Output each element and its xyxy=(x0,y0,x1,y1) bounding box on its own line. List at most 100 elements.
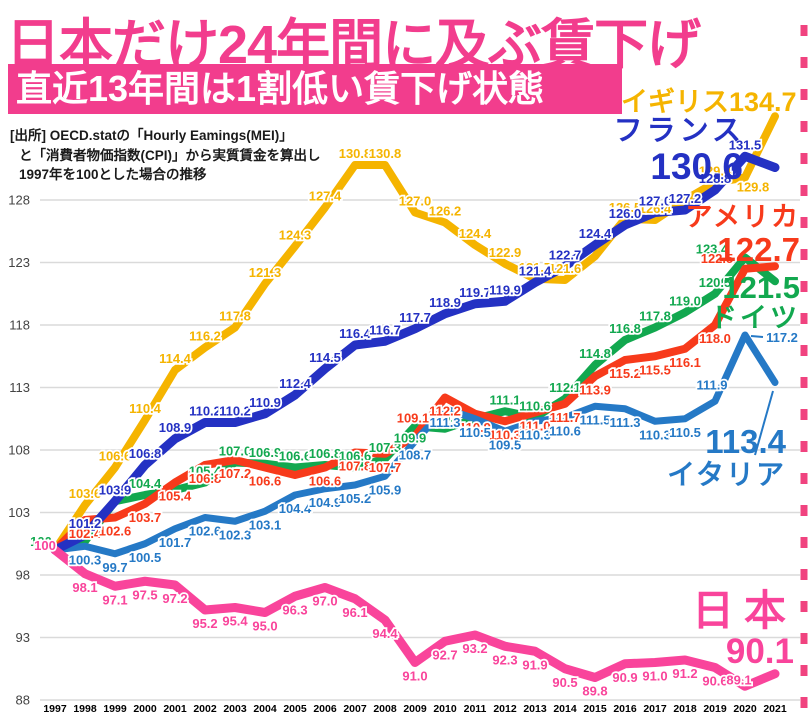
svg-text:90.5: 90.5 xyxy=(552,675,577,690)
svg-text:107.0: 107.0 xyxy=(219,444,252,459)
svg-text:105.4: 105.4 xyxy=(189,464,222,479)
svg-text:96.1: 96.1 xyxy=(342,605,367,620)
svg-text:131.5: 131.5 xyxy=(729,137,762,152)
svg-text:106.8: 106.8 xyxy=(189,471,222,486)
source-line-2: と「消費者物価指数(CPI)」から実質賃金を算出し xyxy=(19,147,321,163)
france-final-value: 130.6 xyxy=(650,146,743,188)
svg-text:127.2: 127.2 xyxy=(669,191,702,206)
series-line-日本 xyxy=(50,545,780,691)
subtitle-banner: 直近13年間は1割低い賃下げ状態 xyxy=(8,64,622,114)
svg-text:124.4: 124.4 xyxy=(579,226,612,241)
svg-text:110.3: 110.3 xyxy=(519,427,551,442)
svg-text:121.3: 121.3 xyxy=(249,265,282,280)
svg-text:97.1: 97.1 xyxy=(102,592,127,607)
svg-text:2018: 2018 xyxy=(673,703,697,715)
series-labels-フランス: 101.2103.9106.8108.9110.2110.2110.9112.4… xyxy=(67,136,763,533)
svg-text:97.2: 97.2 xyxy=(162,591,187,606)
series-labels-日本: 100 98.1 97.1 97.5 97.2 95.2 95.4 95.0 96.3 97.0 9… xyxy=(32,536,753,700)
svg-text:1999: 1999 xyxy=(103,703,127,715)
svg-text:2002: 2002 xyxy=(193,703,217,715)
svg-text:110.3: 110.3 xyxy=(639,427,671,442)
svg-text:106.6: 106.6 xyxy=(279,449,312,464)
svg-text:2009: 2009 xyxy=(403,703,427,715)
label-usa: アメリカ 122.7 xyxy=(685,202,800,268)
svg-text:106.9: 106.9 xyxy=(249,445,282,460)
svg-text:130.8: 130.8 xyxy=(339,146,372,161)
svg-text:107.8: 107.8 xyxy=(339,459,372,474)
svg-text:110.9: 110.9 xyxy=(459,420,491,435)
svg-text:93.2: 93.2 xyxy=(462,641,487,656)
svg-text:102.4: 102.4 xyxy=(69,526,102,541)
callout-connector xyxy=(754,390,774,456)
germany-final-value: 121.5 xyxy=(722,270,800,305)
svg-text:2020: 2020 xyxy=(733,703,757,715)
label-japan: 日本 90.1 xyxy=(692,588,798,671)
svg-text:109.1: 109.1 xyxy=(397,410,430,425)
svg-text:94.4: 94.4 xyxy=(372,626,398,641)
svg-text:126.0: 126.0 xyxy=(609,206,642,221)
svg-text:108: 108 xyxy=(8,443,30,458)
svg-text:111.9: 111.9 xyxy=(696,377,727,392)
svg-text:116.2: 116.2 xyxy=(189,329,221,344)
svg-text:126.5: 126.5 xyxy=(609,200,642,215)
svg-text:109.9: 109.9 xyxy=(394,430,427,445)
svg-text:111.0: 111.0 xyxy=(519,419,550,434)
series-labels-イギリス: 103.6 106.6 110.4 114.4 116.2 117.8 121.3 124.3… xyxy=(67,144,771,503)
callout-connector xyxy=(735,157,758,162)
svg-text:118.0: 118.0 xyxy=(699,331,731,346)
japan-country-name: 日本 xyxy=(691,587,796,634)
svg-text:106.6: 106.6 xyxy=(99,449,132,464)
italy-country-name: イタリア xyxy=(667,458,786,490)
svg-text:104.4: 104.4 xyxy=(279,501,312,516)
svg-text:122.7: 122.7 xyxy=(549,247,582,262)
svg-text:119.7: 119.7 xyxy=(459,285,491,300)
svg-text:2016: 2016 xyxy=(613,703,637,715)
svg-text:2003: 2003 xyxy=(223,703,247,715)
svg-text:108.7: 108.7 xyxy=(399,447,432,462)
svg-text:110.2: 110.2 xyxy=(189,404,221,419)
svg-text:2015: 2015 xyxy=(583,703,607,715)
svg-text:103: 103 xyxy=(8,505,30,520)
germany-country-name: ドイツ xyxy=(710,303,800,334)
svg-text:117.7: 117.7 xyxy=(399,310,431,325)
svg-text:127.0: 127.0 xyxy=(639,194,672,209)
svg-text:130.8: 130.8 xyxy=(369,146,402,161)
source-line-3: 1997年を100とした場合の推移 xyxy=(19,167,207,182)
svg-text:114.4: 114.4 xyxy=(159,351,192,366)
svg-text:90.9: 90.9 xyxy=(612,670,637,685)
svg-text:110.6: 110.6 xyxy=(549,424,581,439)
svg-text:110.9: 110.9 xyxy=(249,395,281,410)
svg-text:88: 88 xyxy=(16,693,30,708)
svg-text:91.0: 91.0 xyxy=(402,669,427,684)
svg-text:118: 118 xyxy=(9,318,30,333)
svg-text:110.3: 110.3 xyxy=(489,427,521,442)
svg-text:126.2: 126.2 xyxy=(429,204,462,219)
svg-text:105.2: 105.2 xyxy=(339,491,372,506)
svg-text:111.1: 111.1 xyxy=(489,392,520,407)
svg-text:121.7: 121.7 xyxy=(519,260,552,275)
series-line-イタリア xyxy=(51,331,779,558)
uk-final-value: 134.7 xyxy=(729,87,797,117)
svg-text:115.5: 115.5 xyxy=(639,362,671,377)
svg-text:91.0: 91.0 xyxy=(642,669,667,684)
svg-text:121.4: 121.4 xyxy=(519,264,552,279)
svg-text:111.5: 111.5 xyxy=(579,412,610,427)
svg-text:122.5: 122.5 xyxy=(701,251,734,266)
svg-text:2011: 2011 xyxy=(464,703,487,715)
svg-text:98.1: 98.1 xyxy=(72,580,97,595)
label-uk: イギリス134.7 xyxy=(621,80,797,119)
svg-text:123: 123 xyxy=(8,255,30,270)
svg-text:104.4: 104.4 xyxy=(129,476,162,491)
svg-text:112.2: 112.2 xyxy=(429,404,461,419)
svg-text:95.0: 95.0 xyxy=(252,619,277,634)
svg-text:99.7: 99.7 xyxy=(102,560,127,575)
svg-text:100.5: 100.5 xyxy=(129,550,162,565)
svg-text:1997: 1997 xyxy=(43,703,67,715)
svg-text:2010: 2010 xyxy=(433,703,457,715)
svg-text:114.8: 114.8 xyxy=(579,346,611,361)
label-italy: 113.4 イタリア xyxy=(667,424,786,490)
svg-text:101.2: 101.2 xyxy=(69,516,102,531)
svg-text:111.3: 111.3 xyxy=(429,415,460,430)
svg-text:2000: 2000 xyxy=(133,703,157,715)
